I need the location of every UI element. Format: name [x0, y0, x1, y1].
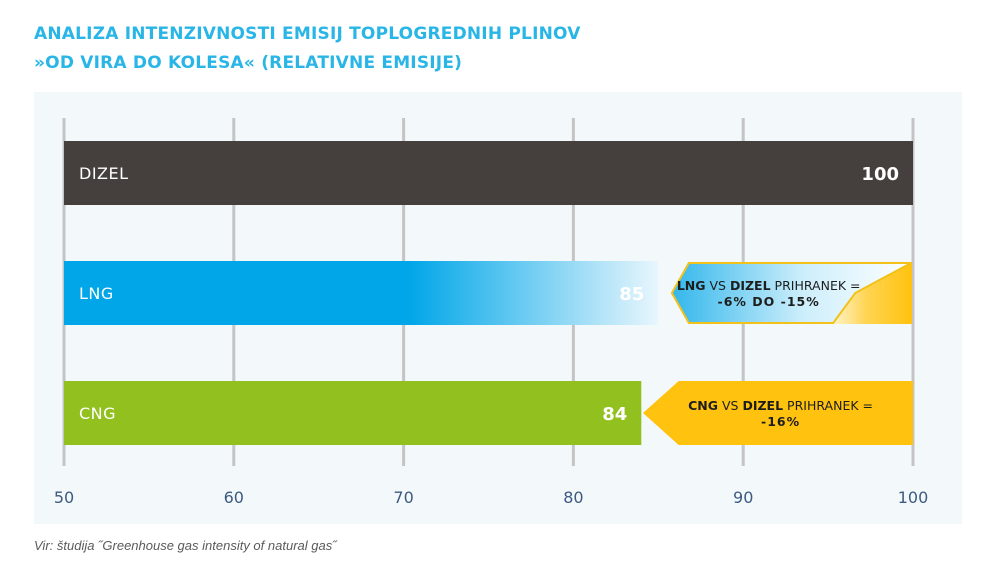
callout-value-lng: -6% DO -15%	[718, 294, 820, 309]
value-label-lng: 85	[619, 284, 644, 305]
callout-arrow-cng	[643, 381, 913, 445]
chart-title-line-1: ANALIZA INTENZIVNOSTI EMISIJ TOPLOGREDNI…	[34, 24, 581, 44]
source-note: Vir: študija ˝Greenhouse gas intensity o…	[34, 538, 337, 553]
x-tick-label-80: 80	[563, 488, 583, 507]
bar-cng	[64, 381, 642, 445]
x-tick-label-70: 70	[393, 488, 413, 507]
callout-value-cng: -16%	[761, 414, 800, 429]
bar-lng	[64, 261, 659, 325]
category-label-cng: CNG	[79, 404, 116, 423]
value-label-dizel: 100	[861, 164, 899, 185]
callout-text-lng: LNG VS DIZEL PRIHRANEK =	[677, 278, 861, 293]
category-label-lng: LNG	[79, 284, 114, 303]
callout-text-cng: CNG VS DIZEL PRIHRANEK =	[688, 398, 873, 413]
x-tick-label-60: 60	[224, 488, 244, 507]
category-label-dizel: DIZEL	[79, 164, 129, 183]
callout-arrow-lng	[670, 262, 912, 324]
x-tick-label-90: 90	[733, 488, 753, 507]
x-tick-label-50: 50	[54, 488, 74, 507]
x-tick-label-100: 100	[898, 488, 929, 507]
bar-dizel	[64, 141, 913, 205]
value-label-cng: 84	[602, 404, 627, 425]
chart-title-line-2: »OD VIRA DO KOLESA« (RELATIVNE EMISIJE)	[34, 53, 463, 73]
